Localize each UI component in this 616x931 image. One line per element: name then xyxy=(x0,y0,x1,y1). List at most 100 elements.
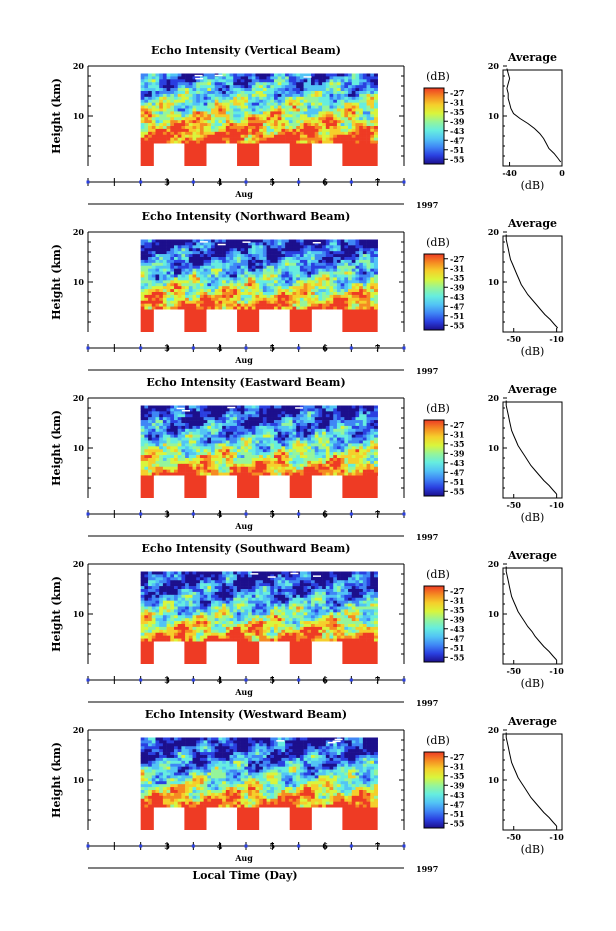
blanking-region xyxy=(140,241,378,332)
heatmap-cell xyxy=(236,472,241,476)
heatmap-cell xyxy=(292,245,297,249)
gap-interval xyxy=(153,309,185,332)
heatmap-cell xyxy=(151,259,156,264)
heatmap-cell xyxy=(318,131,323,136)
heatmap-cell xyxy=(292,420,297,424)
heatmap-cell xyxy=(359,466,364,470)
heatmap-cell xyxy=(281,254,286,258)
heatmap-cell xyxy=(277,111,282,115)
heatmap-cell xyxy=(288,257,293,261)
heatmap-cell xyxy=(299,297,304,302)
heatmap-cell xyxy=(299,91,304,95)
heatmap-cell xyxy=(292,114,297,118)
heatmap-cell xyxy=(373,131,378,136)
heatmap-cell xyxy=(248,420,253,424)
heatmap-cell xyxy=(148,469,153,473)
heatmap-cell xyxy=(266,434,271,438)
heatmap-cell xyxy=(336,440,341,444)
heatmap-cell xyxy=(225,466,230,470)
heatmap-cell xyxy=(333,306,338,310)
heatmap-cell xyxy=(259,111,264,115)
heatmap-cell xyxy=(288,437,293,441)
heatmap-cell xyxy=(277,434,282,438)
heatmap-cell xyxy=(314,131,319,136)
heatmap-cell xyxy=(355,73,360,77)
heatmap-cell xyxy=(359,571,364,575)
heatmap-cell xyxy=(311,292,316,296)
heatmap-cell xyxy=(255,294,260,299)
heatmap-cell xyxy=(192,297,197,302)
heatmap-cell xyxy=(229,76,234,80)
heatmap-cell xyxy=(188,120,193,124)
heatmap-cell xyxy=(140,286,145,290)
heatmap-cell xyxy=(162,428,167,433)
heatmap-cell xyxy=(251,277,256,281)
heatmap-cell xyxy=(218,117,223,121)
heatmap-cell xyxy=(211,452,216,456)
heatmap-cell xyxy=(188,262,193,267)
heatmap-cell xyxy=(277,114,282,118)
heatmap-cell xyxy=(229,257,234,261)
heatmap-cell xyxy=(151,286,156,290)
heatmap-cell xyxy=(140,292,145,296)
heatmap-cell xyxy=(325,437,330,441)
heatmap-cell xyxy=(196,140,201,144)
heatmap-cell xyxy=(288,446,293,450)
heatmap-cell xyxy=(373,117,378,121)
heatmap-cell xyxy=(196,277,201,281)
heatmap-cell xyxy=(236,458,241,462)
heatmap-cell xyxy=(333,82,338,86)
heatmap-cell xyxy=(362,88,367,92)
heatmap-cell xyxy=(292,268,297,272)
heatmap-cell xyxy=(311,251,316,255)
heatmap-cell xyxy=(207,268,212,272)
heatmap-cell xyxy=(359,289,364,293)
heatmap-cell xyxy=(333,289,338,293)
heatmap-cell xyxy=(159,114,164,118)
y-axis-label: Height (km) xyxy=(50,410,63,486)
heatmap-cell xyxy=(170,458,175,462)
heatmap-cell xyxy=(177,265,182,269)
heatmap-cell xyxy=(240,245,245,249)
heatmap-cell xyxy=(344,114,349,118)
heatmap-cell xyxy=(362,114,367,118)
heatmap-cell xyxy=(273,440,278,444)
heatmap-cell xyxy=(281,434,286,438)
heatmap-cell xyxy=(281,271,286,275)
heatmap-cell xyxy=(185,417,190,421)
heatmap-cell xyxy=(366,452,371,456)
heatmap-cell xyxy=(359,455,364,459)
heatmap-cell xyxy=(292,262,297,267)
heatmap-cell xyxy=(299,449,304,453)
heatmap-cell xyxy=(288,414,293,418)
heatmap-cell xyxy=(199,428,204,433)
heatmap-cell xyxy=(233,292,238,296)
heatmap-cell xyxy=(144,102,149,106)
heatmap-cell xyxy=(362,73,367,77)
heatmap-cell xyxy=(151,262,156,267)
heatmap-cell xyxy=(218,277,223,281)
x-tick-label: 6 xyxy=(322,177,328,187)
heatmap-cell xyxy=(155,79,160,83)
heatmap-cell xyxy=(188,82,193,86)
heatmap-cell xyxy=(151,428,156,433)
heatmap-cell xyxy=(325,120,330,124)
heatmap-cell xyxy=(173,242,178,246)
heatmap-cell xyxy=(199,271,204,275)
heatmap-cell xyxy=(251,79,256,83)
heatmap-cell xyxy=(336,452,341,456)
heatmap-cell xyxy=(207,425,212,430)
heatmap-cell xyxy=(370,137,375,141)
heatmap-cell xyxy=(373,469,378,473)
heatmap-cell xyxy=(181,417,186,421)
heatmap-cell xyxy=(255,76,260,80)
heatmap-cell xyxy=(262,472,267,476)
heatmap-cell xyxy=(144,303,149,307)
heatmap-cell xyxy=(318,423,323,427)
heatmap-cell xyxy=(155,259,160,264)
heatmap-cell xyxy=(155,469,160,473)
heatmap-cell xyxy=(285,297,290,302)
heatmap-cell xyxy=(159,120,164,124)
heatmap-cell xyxy=(236,292,241,296)
heatmap-cell xyxy=(222,440,227,444)
